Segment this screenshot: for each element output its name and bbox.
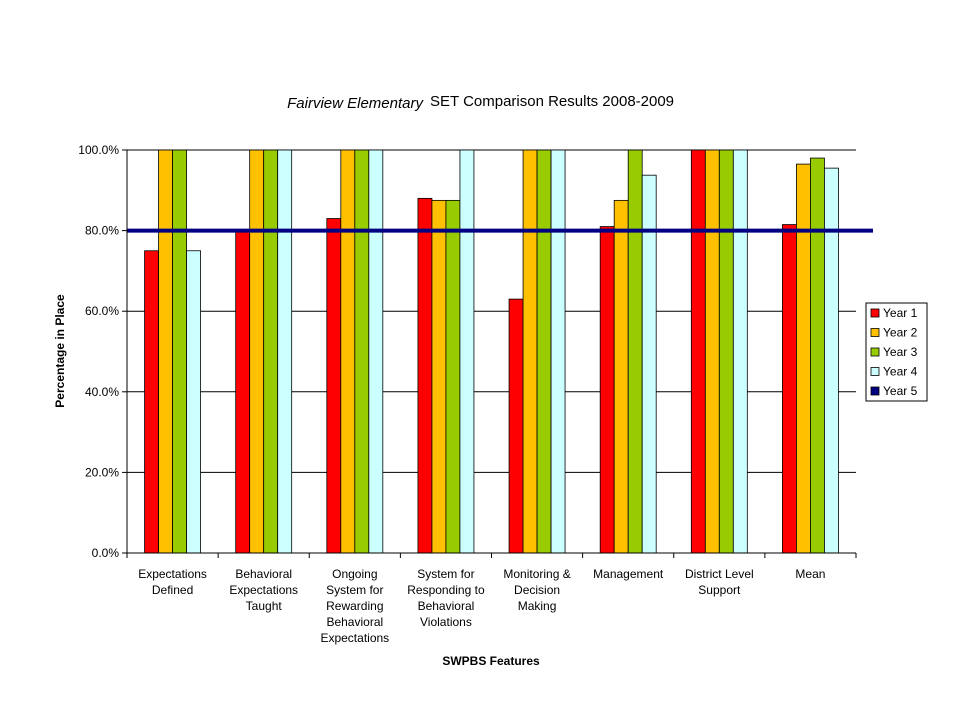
bar bbox=[782, 224, 797, 554]
bar bbox=[824, 167, 839, 554]
legend-label: Year 2 bbox=[883, 326, 918, 340]
bar bbox=[249, 149, 265, 554]
bar bbox=[354, 149, 370, 554]
y-tick-label: 20.0% bbox=[85, 465, 119, 479]
x-axis-title: SWPBS Features bbox=[442, 654, 540, 668]
bar bbox=[326, 218, 342, 554]
chart-title-italic: Fairview Elementary bbox=[287, 95, 424, 112]
legend-swatch bbox=[870, 328, 880, 337]
bar bbox=[144, 250, 159, 554]
bar bbox=[340, 149, 356, 554]
x-category-label: Behavioral Expectations Taught bbox=[229, 567, 298, 613]
legend-swatch bbox=[870, 347, 880, 357]
bar bbox=[550, 149, 566, 554]
bar bbox=[417, 197, 433, 554]
bar bbox=[277, 149, 293, 554]
axes bbox=[126, 150, 857, 558]
y-tick-label: 60.0% bbox=[85, 304, 119, 318]
x-category-label: Ongoing System for Rewarding Behavioral Expe… bbox=[320, 567, 389, 645]
legend-entry: Year 3 bbox=[870, 345, 918, 359]
chart-title-main: SET Comparison Results 2008-2009 bbox=[430, 93, 674, 110]
legend-swatch bbox=[870, 386, 880, 396]
x-category-label: Monitoring & Decision Making bbox=[503, 567, 570, 613]
bar bbox=[508, 298, 524, 554]
legend-label: Year 3 bbox=[883, 345, 918, 359]
bar bbox=[158, 149, 173, 554]
legend-label: Year 4 bbox=[883, 365, 918, 379]
legend-swatch bbox=[870, 367, 880, 376]
x-category-label: Expectations Defined bbox=[138, 567, 207, 597]
bar bbox=[718, 149, 734, 554]
bar bbox=[536, 149, 552, 554]
legend-entry: Year 4 bbox=[870, 365, 918, 379]
legend-label: Year 1 bbox=[883, 306, 918, 320]
x-category-labels: Expectations Defined Behavioral Expectation… bbox=[138, 567, 825, 645]
bar bbox=[522, 149, 538, 554]
bar bbox=[704, 149, 720, 554]
bar bbox=[810, 157, 825, 554]
y-tick-label: 40.0% bbox=[85, 385, 119, 399]
bar bbox=[263, 149, 279, 554]
bar bbox=[599, 226, 615, 554]
bar bbox=[235, 230, 251, 554]
bar bbox=[690, 149, 706, 554]
legend-entry: Year 1 bbox=[870, 306, 918, 320]
y-tick-label: 100.0% bbox=[78, 143, 119, 157]
bar bbox=[172, 149, 187, 554]
legend-entry: Year 5 bbox=[870, 384, 918, 398]
x-category-label: System for Responding to Behavioral Violati… bbox=[407, 567, 485, 629]
x-category-label: Management bbox=[593, 567, 664, 581]
bar bbox=[445, 199, 461, 554]
bar bbox=[368, 149, 384, 554]
x-category-label: District Level Support bbox=[685, 567, 754, 597]
bar bbox=[186, 250, 201, 554]
y-axis-title: Percentage in Place bbox=[53, 294, 67, 408]
y-tick-label: 0.0% bbox=[92, 546, 120, 560]
bar bbox=[613, 199, 629, 554]
legend: Year 1 Year 2 Year 3 Year 4 Year 5 bbox=[865, 302, 928, 402]
y-tick-labels: 0.0% 20.0% 40.0% 60.0% 80.0% 100.0% bbox=[78, 143, 119, 560]
y-tick-label: 80.0% bbox=[85, 224, 119, 238]
legend-swatch bbox=[870, 308, 880, 318]
x-category-label: Mean bbox=[795, 567, 825, 581]
chart-title: Fairview Elementary SET Comparison Resul… bbox=[287, 93, 674, 112]
bar bbox=[796, 163, 811, 554]
legend-entry: Year 2 bbox=[870, 326, 918, 340]
bar bbox=[627, 149, 643, 554]
legend-label: Year 5 bbox=[883, 384, 918, 398]
bar bbox=[459, 149, 475, 554]
bar bbox=[431, 199, 447, 554]
bar bbox=[732, 149, 748, 554]
